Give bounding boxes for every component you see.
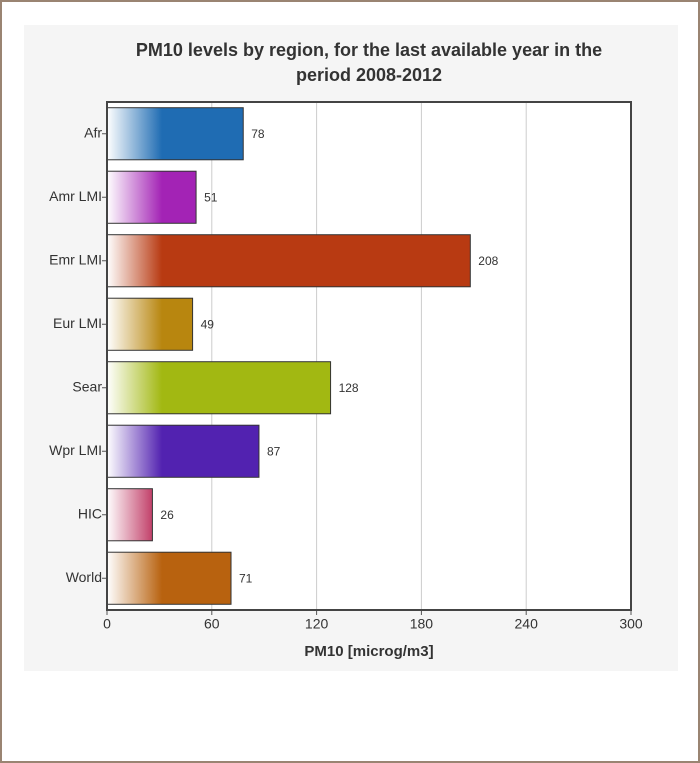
bar [106, 488, 153, 542]
bar [106, 424, 260, 478]
y-tick-label: World [66, 569, 102, 585]
y-tick-label: Emr LMI [49, 251, 102, 267]
bar [106, 170, 197, 224]
y-tick-label: Wpr LMI [49, 442, 102, 458]
x-tick-label: 180 [410, 616, 434, 632]
x-tick-label: 60 [204, 616, 220, 632]
y-tick-label: Afr [84, 124, 102, 140]
x-tick-label: 120 [305, 616, 329, 632]
value-label: 128 [339, 381, 359, 395]
value-label: 71 [239, 571, 253, 585]
value-label: 51 [204, 190, 218, 204]
value-label: 78 [251, 127, 265, 141]
value-label: 49 [201, 317, 215, 331]
chart-title: PM10 levels by region, for the last avai… [135, 40, 603, 85]
value-label: 208 [478, 254, 498, 268]
value-label: 26 [160, 508, 174, 522]
y-tick-label: HIC [78, 505, 102, 521]
bar [106, 234, 471, 288]
y-tick-label: Eur LMI [53, 315, 102, 331]
bar [106, 107, 244, 161]
x-tick-label: 300 [619, 616, 643, 632]
x-tick-label: 0 [103, 616, 111, 632]
bar [106, 551, 232, 605]
x-axis-title: PM10 [microg/m3] [304, 643, 433, 660]
y-tick-label: Amr LMI [49, 188, 102, 204]
y-tick-label: Sear [72, 378, 102, 394]
x-tick-label: 240 [515, 616, 539, 632]
plot-frame [106, 101, 632, 611]
value-label: 87 [267, 444, 281, 458]
bar [106, 297, 194, 351]
bar [106, 361, 332, 415]
